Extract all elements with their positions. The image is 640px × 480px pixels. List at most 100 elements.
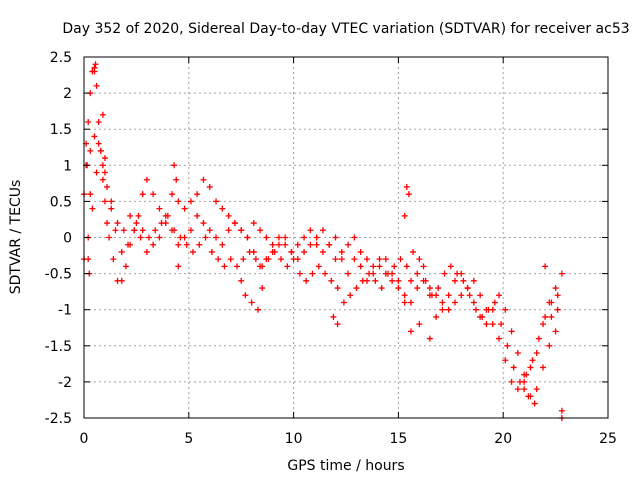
data-point bbox=[200, 220, 207, 227]
data-point bbox=[330, 313, 337, 320]
data-point bbox=[240, 256, 247, 263]
y-tick-label: 1 bbox=[63, 158, 72, 174]
data-point bbox=[525, 393, 532, 400]
data-point bbox=[514, 350, 521, 357]
data-point bbox=[93, 169, 100, 176]
data-point bbox=[334, 285, 341, 292]
data-point bbox=[414, 270, 421, 277]
data-point bbox=[477, 313, 484, 320]
series-scattered bbox=[83, 61, 565, 421]
data-point bbox=[139, 227, 146, 234]
data-point bbox=[85, 118, 92, 125]
data-point bbox=[87, 147, 94, 154]
data-point bbox=[99, 176, 106, 183]
data-point bbox=[403, 183, 410, 190]
chart-title: Day 352 of 2020, Sidereal Day-to-day VTE… bbox=[62, 21, 629, 37]
data-point bbox=[150, 241, 157, 248]
data-point bbox=[307, 227, 314, 234]
data-point bbox=[108, 205, 115, 212]
data-point bbox=[97, 147, 104, 154]
data-point bbox=[118, 277, 125, 284]
data-point bbox=[108, 198, 115, 205]
data-point bbox=[164, 212, 171, 219]
data-point bbox=[183, 241, 190, 248]
data-point bbox=[340, 299, 347, 306]
tick-labels: 0 5 10 15 20 25 2.5 2 1.5 1 0.5 0 -0.5 -1 -1.5 -2 -2.5 bbox=[45, 50, 617, 447]
data-point bbox=[238, 227, 245, 234]
data-point bbox=[552, 285, 559, 292]
data-point bbox=[376, 263, 383, 270]
data-point bbox=[171, 162, 178, 169]
data-point bbox=[282, 234, 289, 241]
data-point bbox=[187, 198, 194, 205]
y-tick-label: -1 bbox=[58, 303, 72, 319]
data-point bbox=[407, 277, 414, 284]
data-point bbox=[208, 248, 215, 255]
data-point bbox=[498, 321, 505, 328]
data-point bbox=[250, 248, 257, 255]
data-point bbox=[328, 277, 335, 284]
x-tick-label: 5 bbox=[184, 431, 193, 447]
data-point bbox=[433, 313, 440, 320]
data-point bbox=[99, 162, 106, 169]
data-point bbox=[87, 191, 94, 198]
data-point bbox=[202, 234, 209, 241]
data-point bbox=[378, 285, 385, 292]
data-point bbox=[101, 198, 108, 205]
data-point bbox=[92, 61, 99, 68]
data-point bbox=[175, 263, 182, 270]
data-point bbox=[156, 205, 163, 212]
data-point bbox=[238, 277, 245, 284]
data-point bbox=[470, 299, 477, 306]
data-point bbox=[301, 234, 308, 241]
data-point bbox=[257, 263, 264, 270]
data-point bbox=[491, 299, 498, 306]
data-point bbox=[533, 386, 540, 393]
data-point bbox=[529, 357, 536, 364]
data-point bbox=[535, 335, 542, 342]
data-point bbox=[143, 248, 150, 255]
data-point bbox=[301, 248, 308, 255]
data-point bbox=[502, 357, 509, 364]
data-point bbox=[426, 285, 433, 292]
data-point bbox=[477, 292, 484, 299]
data-point bbox=[242, 292, 249, 299]
data-point bbox=[363, 256, 370, 263]
data-point bbox=[307, 241, 314, 248]
data-point bbox=[181, 205, 188, 212]
series-track-c bbox=[87, 133, 565, 414]
data-point bbox=[250, 220, 257, 227]
data-point bbox=[139, 191, 146, 198]
data-point bbox=[548, 313, 555, 320]
data-point bbox=[313, 234, 320, 241]
data-point bbox=[483, 321, 490, 328]
data-point bbox=[156, 234, 163, 241]
data-point bbox=[169, 191, 176, 198]
data-point bbox=[338, 248, 345, 255]
data-point bbox=[133, 220, 140, 227]
data-point bbox=[175, 198, 182, 205]
data-point bbox=[326, 241, 333, 248]
data-point bbox=[275, 241, 282, 248]
data-point bbox=[372, 277, 379, 284]
data-point bbox=[95, 140, 102, 147]
data-point bbox=[558, 270, 565, 277]
data-point bbox=[334, 321, 341, 328]
data-point bbox=[472, 306, 479, 313]
data-point bbox=[407, 299, 414, 306]
data-point bbox=[125, 241, 132, 248]
data-point bbox=[234, 263, 241, 270]
data-point bbox=[294, 241, 301, 248]
data-point bbox=[351, 256, 358, 263]
data-point bbox=[435, 285, 442, 292]
data-point bbox=[554, 292, 561, 299]
data-point bbox=[101, 169, 108, 176]
data-point bbox=[548, 299, 555, 306]
y-tick-label: -0.5 bbox=[45, 267, 72, 283]
y-tick-label: 0 bbox=[63, 231, 72, 247]
data-point bbox=[120, 227, 127, 234]
data-point bbox=[353, 285, 360, 292]
data-point bbox=[382, 256, 389, 263]
data-point bbox=[248, 299, 255, 306]
data-point bbox=[173, 176, 180, 183]
